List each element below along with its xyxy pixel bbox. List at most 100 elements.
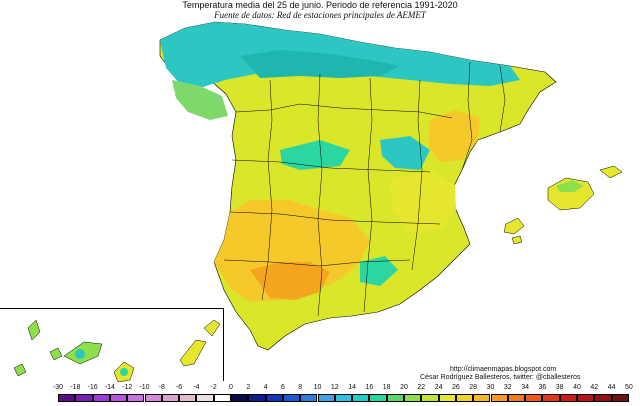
legend-swatch: [369, 394, 387, 402]
color-legend: -30 -18 -16 -14 -12 -10 -8 -6 -4 -2 0 2 4 6 8 10 12 14 16 1…: [53, 384, 633, 404]
legend-swatch: [542, 394, 560, 402]
legend-swatch: [421, 394, 439, 402]
canary-islands: [13, 319, 221, 383]
legend-tick-label: -6: [175, 384, 183, 391]
warm-zone-guadalquivir: [250, 262, 330, 300]
legend-tick-label: -12: [122, 384, 133, 391]
legend-tick-label: 28: [469, 384, 478, 391]
legend-tick-label: 14: [348, 384, 356, 391]
legend-tick-label: -8: [158, 384, 165, 391]
province-borders: [223, 61, 506, 317]
legend-swatch: [213, 394, 231, 402]
legend-swatch: [282, 394, 301, 402]
legend-tick-label: 8: [298, 384, 303, 391]
warm-zone-ebro: [428, 110, 480, 162]
mallorca-mountains: [556, 180, 584, 192]
legend-tick-label: -2: [210, 384, 217, 391]
legend-swatch: [577, 394, 595, 402]
legend-tick-label: 12: [330, 384, 339, 391]
legend-swatch: [179, 394, 197, 402]
legend-tick-label: 36: [538, 384, 547, 391]
credit-author: César Rodríguez Ballesteros, twitter: @c…: [420, 374, 581, 381]
ibiza: [503, 217, 525, 235]
credits: http://climaenmapas.blogspot.com César R…: [420, 366, 640, 382]
legend-swatch: [300, 394, 318, 402]
legend-swatch: [248, 394, 266, 402]
legend-swatch: [58, 394, 76, 402]
legend-swatch: [386, 394, 404, 402]
legend-tick-label: 40: [573, 384, 581, 391]
legend-swatch: [109, 394, 128, 402]
credit-url[interactable]: http://climaenmapas.blogspot.com: [450, 366, 557, 373]
legend-swatch: [594, 394, 612, 402]
map-title: Temperatura media del 25 de junio. Perio…: [182, 0, 458, 10]
legend-tick-label: 42: [590, 384, 599, 391]
legend-tick-label: 44: [607, 384, 616, 391]
legend-swatch: [334, 394, 353, 402]
legend-tick-label: 38: [555, 384, 564, 391]
legend-swatch: [161, 394, 180, 402]
legend-tick-label: 20: [400, 384, 408, 391]
legend-swatch: [265, 394, 283, 402]
warm-zone-east: [390, 170, 456, 232]
map-subtitle: Fuente de datos: Red de estaciones princ…: [214, 10, 426, 20]
menorca: [599, 165, 623, 179]
cool-zone-iberico: [380, 136, 430, 170]
legend-tick-label: 10: [313, 384, 322, 391]
legend-tick-label: 0: [229, 384, 233, 391]
legend-swatch: [127, 394, 145, 402]
legend-tick-label: -10: [139, 384, 150, 391]
legend-tick-label: 6: [280, 384, 285, 391]
warm-zone-southwest: [214, 200, 370, 302]
legend-tick-label: 16: [365, 384, 374, 391]
legend-tick-label: 2: [246, 384, 251, 391]
cool-zone-north: [160, 22, 520, 88]
legend-tick-label: -16: [87, 384, 98, 391]
legend-swatch: [611, 394, 629, 402]
legend-swatch: [75, 394, 93, 402]
legend-tick-label: 22: [417, 384, 426, 391]
legend-tick-label: -18: [70, 384, 81, 391]
lanzarote: [203, 319, 221, 337]
canary-inset-frame: [0, 308, 224, 381]
legend-swatch: [144, 394, 162, 402]
legend-swatch: [438, 394, 456, 402]
legend-tick-label: -30: [52, 384, 64, 391]
legend-swatch: [455, 394, 474, 402]
legend-tick-label: 26: [451, 384, 460, 391]
legend-swatch: [352, 394, 370, 402]
legend-swatch: [525, 394, 543, 402]
legend-swatch: [559, 394, 577, 402]
legend-tick-label: 34: [521, 384, 529, 391]
legend-swatch: [317, 394, 335, 402]
legend-swatch: [490, 394, 508, 402]
formentera: [511, 235, 523, 245]
cool-zone-galicia-interior: [172, 80, 228, 120]
legend-swatch: [507, 394, 526, 402]
el-hierro: [13, 363, 27, 377]
la-gomera: [49, 347, 63, 361]
cool-zone-sistema-central: [280, 140, 350, 170]
la-palma: [27, 319, 41, 341]
spain-mainland: [159, 21, 557, 351]
legend-swatch: [231, 394, 249, 402]
teide-peak: [75, 349, 85, 359]
legend-swatch: [196, 394, 214, 402]
cool-zone-penibetico: [360, 256, 398, 286]
legend-swatch: [404, 394, 422, 402]
legend-tick-label: -14: [104, 384, 115, 391]
legend-swatch: [473, 394, 491, 402]
fuerteventura: [179, 339, 207, 367]
balearic-islands: [503, 165, 623, 245]
legend-swatch: [92, 394, 110, 402]
legend-tick-label: 32: [503, 384, 512, 391]
legend-tick-label: -4: [193, 384, 200, 391]
gran-canaria-peak: [120, 368, 128, 376]
legend-tick-label: 50: [624, 384, 633, 391]
legend-tick-label: 24: [434, 384, 443, 391]
legend-tick-label: 4: [263, 384, 268, 391]
legend-tick-label: 30: [486, 384, 495, 391]
cool-zone-cantabrian: [240, 50, 400, 78]
legend-tick-label: 18: [382, 384, 391, 391]
